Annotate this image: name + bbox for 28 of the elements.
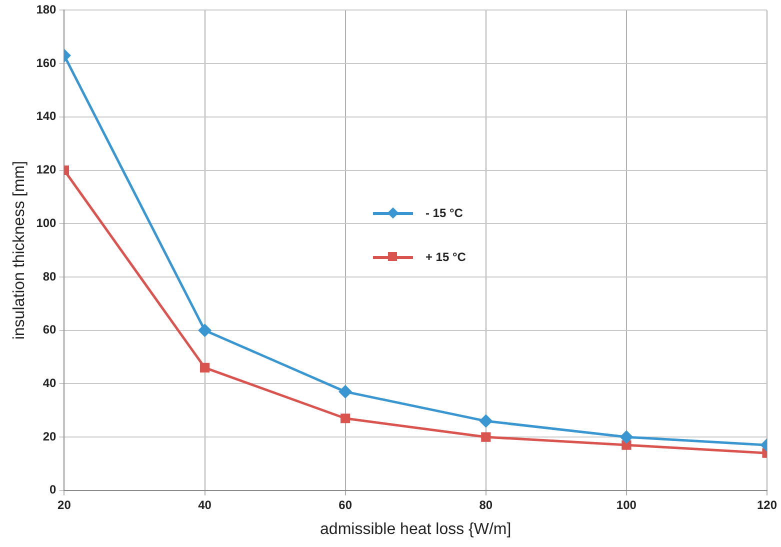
y-tick-label: 180 — [36, 2, 57, 17]
y-tick-label: 100 — [36, 216, 57, 230]
x-axis-title: admissible heat loss {W/m] — [320, 520, 512, 538]
y-axis-title: insulation thickness [mm] — [11, 160, 28, 340]
point — [340, 414, 350, 424]
x-tick-label: 20 — [58, 498, 72, 512]
legend-label: + 15 °C — [425, 250, 466, 264]
point — [481, 432, 491, 442]
y-tick-label: 20 — [42, 429, 57, 444]
x-tick-label: 40 — [198, 498, 212, 512]
x-tick-label: 60 — [338, 498, 352, 512]
point — [198, 324, 212, 337]
legend-label: - 15 °C — [425, 206, 463, 220]
point — [339, 385, 352, 398]
point — [480, 414, 492, 428]
y-tick-label: 0 — [50, 482, 57, 497]
y-tick-label: 120 — [36, 162, 57, 177]
y-tick-label: 60 — [42, 322, 57, 337]
y-tick-label: 40 — [42, 376, 57, 390]
x-tick-label: 100 — [616, 498, 637, 512]
y-tick-label: 80 — [42, 269, 57, 284]
y-tick-label: 160 — [36, 56, 57, 70]
y-tick-label: 140 — [36, 109, 57, 124]
point — [200, 362, 210, 372]
x-tick-label: 120 — [756, 498, 778, 512]
x-tick-label: 80 — [479, 498, 493, 512]
point — [620, 430, 633, 444]
point — [622, 440, 632, 450]
